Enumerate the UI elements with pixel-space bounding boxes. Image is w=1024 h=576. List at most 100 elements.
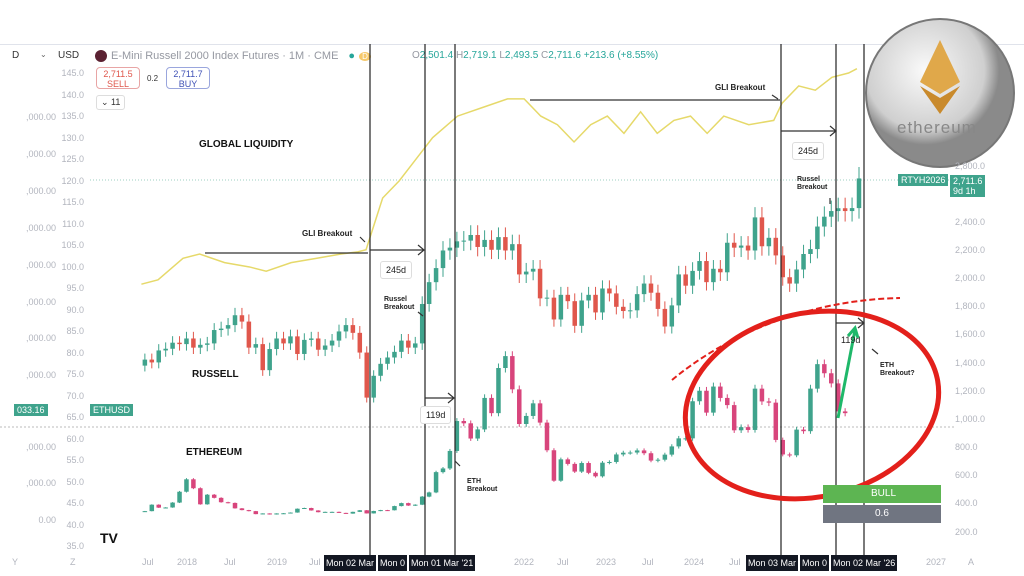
eth-candle xyxy=(496,363,501,417)
russell-candle xyxy=(156,344,161,369)
tradingview-logo-icon[interactable]: TV xyxy=(100,530,118,546)
eth-candle xyxy=(523,412,529,427)
eth-symbol-tag: ETHUSD xyxy=(90,404,134,416)
eth-breakout-note: ETH Breakout xyxy=(467,478,498,493)
russell-candle xyxy=(399,334,404,359)
eth-candle xyxy=(295,508,300,513)
eth-candle xyxy=(385,509,390,512)
time-marker-label: Mon 01 Mar '21 xyxy=(409,555,476,571)
buy-button[interactable]: 2,711.7 BUY xyxy=(166,67,210,89)
red-stroke xyxy=(671,297,901,381)
russell-candle xyxy=(378,357,383,382)
gli-breakout-note-2: GLI Breakout xyxy=(715,83,766,92)
russell-candle xyxy=(808,239,813,264)
eth-candle xyxy=(406,502,411,506)
russell-candle xyxy=(205,336,210,352)
eth-candle xyxy=(205,493,210,505)
eth-candle xyxy=(392,505,397,511)
russell-candle xyxy=(835,197,841,222)
axis-tick-label: 400.0 xyxy=(955,498,978,508)
eth-candle xyxy=(198,487,203,505)
axis-tick-label: ,000.00 xyxy=(25,297,56,307)
eth-candle xyxy=(829,368,834,388)
duration-label: 245d xyxy=(380,261,413,279)
currency-select[interactable]: USD xyxy=(58,50,80,61)
chevron-down-icon[interactable]: ⌄ xyxy=(40,50,47,59)
zoom-button[interactable]: Z xyxy=(70,557,76,567)
bull-value: 0.6 xyxy=(823,505,941,523)
indicators-toggle[interactable]: ⌄ 11 xyxy=(96,95,126,110)
axis-tick-label: 85.0 xyxy=(66,326,84,336)
russell-candle xyxy=(315,331,321,357)
axis-tick-label: 80.0 xyxy=(66,347,84,358)
eth-candle xyxy=(731,401,737,433)
eth-candle xyxy=(447,448,453,470)
eth-candle xyxy=(551,448,557,482)
eth-candle xyxy=(281,513,286,515)
axis-tick-label: 0.00 xyxy=(38,515,56,525)
log-scale-button[interactable]: Y xyxy=(12,557,19,567)
axis-tick-label: 45.0 xyxy=(66,498,84,508)
russell-candle xyxy=(413,336,418,355)
eth-candle xyxy=(371,510,376,514)
axis-tick-label: 100.0 xyxy=(61,261,84,272)
russell-candle xyxy=(447,238,453,260)
time-tick-label: Jul xyxy=(224,557,236,567)
time-tick-label: 2023 xyxy=(596,557,617,567)
axis-tick-label: 130.0 xyxy=(61,132,84,143)
eth-candle xyxy=(399,502,404,507)
axis-tick-label: ,000.00 xyxy=(25,370,56,380)
gli-breakout-note: GLI Breakout xyxy=(302,229,353,238)
russell-candle xyxy=(517,234,522,283)
russell-candle xyxy=(482,230,487,257)
russell-candle xyxy=(371,370,376,403)
russell-candle xyxy=(704,252,709,291)
label-ethereum: ETHEREUM xyxy=(186,447,243,458)
time-tick-label: Jul xyxy=(642,557,654,567)
interval-select[interactable]: D xyxy=(12,50,20,61)
axis-tick-label: ,000.00 xyxy=(25,223,56,233)
eth-candle xyxy=(648,451,654,463)
eth-candle xyxy=(641,448,647,456)
eth-candle xyxy=(614,452,619,464)
axis-tick-label: ,000.00 xyxy=(25,478,56,488)
auto-scale-button[interactable]: A xyxy=(968,557,975,567)
eth-candle xyxy=(530,399,536,420)
axis-tick-label: ,000.00 xyxy=(25,112,56,122)
eth-candle xyxy=(211,493,217,499)
time-tick-label: Jul xyxy=(729,557,741,567)
eth-candle xyxy=(260,513,265,515)
eth-candle xyxy=(364,510,369,514)
eth-candle xyxy=(419,495,425,506)
axis-tick-label: 75.0 xyxy=(66,369,84,379)
eth-candle xyxy=(343,512,349,514)
duration-label: 245d xyxy=(792,142,825,160)
russell-candle xyxy=(329,334,335,352)
eth-candle xyxy=(662,452,668,462)
russell-candle xyxy=(211,323,217,350)
russell-candle xyxy=(302,333,307,361)
russell-candle xyxy=(662,301,668,334)
russell-candle xyxy=(191,331,196,355)
russell-candle xyxy=(634,286,640,318)
symbol-title[interactable]: E-Mini Russell 2000 Index Futures · 1M ·… xyxy=(95,50,371,62)
eth-candle xyxy=(586,461,591,475)
sell-button[interactable]: 2,711.5 SELL xyxy=(96,67,140,89)
eth-candle xyxy=(517,385,522,427)
russell-candle xyxy=(461,231,467,251)
eth-candle xyxy=(336,511,342,514)
russell-candle xyxy=(232,307,238,333)
eth-candle xyxy=(156,504,161,508)
russell-candle xyxy=(253,337,259,355)
axis-tick-label: 95.0 xyxy=(66,283,84,293)
label-global-liquidity: GLOBAL LIQUIDITY xyxy=(199,139,294,150)
eth-candle xyxy=(329,511,335,513)
russell-candle xyxy=(454,231,460,258)
duration-label: 119d xyxy=(841,335,861,345)
russell-candle xyxy=(170,336,175,356)
eth-candle xyxy=(489,394,494,417)
russell-candle xyxy=(558,286,564,327)
label-russell: RUSSELL xyxy=(192,369,239,380)
russell-candle xyxy=(787,268,792,292)
